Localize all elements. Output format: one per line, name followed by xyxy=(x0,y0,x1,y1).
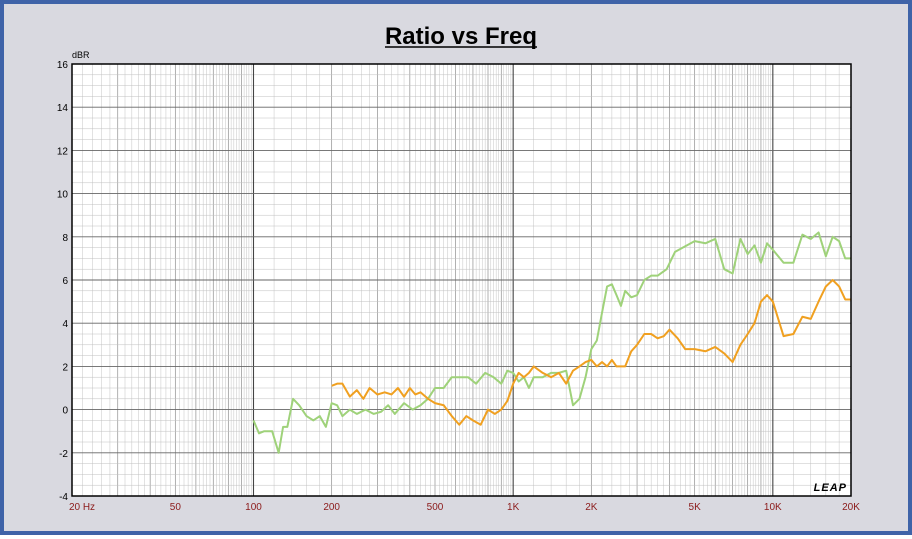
x-tick-label: 50 xyxy=(170,502,182,513)
x-tick-label: 200 xyxy=(323,502,340,513)
y-tick-label: -4 xyxy=(59,492,68,503)
x-tick-label: 5K xyxy=(689,502,702,513)
chart-title: Ratio vs Freq xyxy=(385,23,537,50)
ratio-vs-freq-chart: Ratio vs Freq dBR 16 14 12 10 8 6 4 2 0 -2 -4 20 H… xyxy=(57,23,860,513)
x-tick-labels: 20 Hz 50 100 200 500 1K 2K 5K 10K 20K xyxy=(69,502,860,513)
plot-border xyxy=(71,63,852,497)
y-tick-label: 16 xyxy=(57,60,69,71)
x-tick-label: 10K xyxy=(764,502,782,513)
y-tick-labels: 16 14 12 10 8 6 4 2 0 -2 -4 xyxy=(57,60,69,503)
y-tick-label: 0 xyxy=(62,406,68,417)
x-tick-label: 500 xyxy=(427,502,444,513)
x-tick-label: 2K xyxy=(585,502,598,513)
x-tick-label: 100 xyxy=(245,502,262,513)
x-tick-label: 20 Hz xyxy=(69,502,95,513)
x-tick-label: 1K xyxy=(507,502,520,513)
y-tick-label: 4 xyxy=(62,319,68,330)
y-tick-label: 10 xyxy=(57,190,69,201)
y-tick-label: 14 xyxy=(57,103,69,114)
y-tick-label: 6 xyxy=(62,276,68,287)
y-axis-label: dBR xyxy=(72,50,90,60)
y-tick-label: 2 xyxy=(62,362,68,373)
series-layer xyxy=(252,231,851,454)
y-tick-label: 8 xyxy=(62,233,68,244)
leap-logo: LEAP xyxy=(814,482,847,494)
series-line-2 xyxy=(331,279,851,426)
y-tick-label: -2 xyxy=(59,449,68,460)
y-tick-label: 12 xyxy=(57,146,69,157)
x-tick-label: 20K xyxy=(842,502,860,513)
